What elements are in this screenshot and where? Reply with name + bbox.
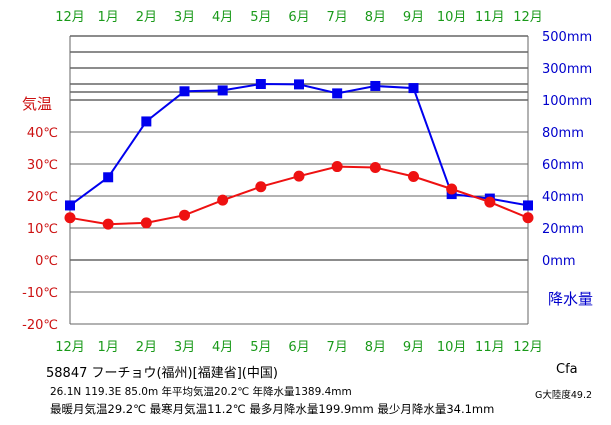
month-label-bottom: 9月 xyxy=(403,340,424,355)
temperature-tick-label: 0℃ xyxy=(35,254,58,269)
precipitation-axis-ticks: 500mm 300mm 100mm 80mm 60mm 40mm 20mm 0mm xyxy=(542,30,592,269)
precipitation-point xyxy=(179,86,190,97)
top-month-labels: 12月 1月 2月 3月 4月 5月 6月 7月 8月 9月 10月 11月 12月 xyxy=(55,10,543,25)
precipitation-tick-label: 80mm xyxy=(542,126,584,141)
month-label-bottom: 12月 xyxy=(55,340,85,355)
precipitation-point xyxy=(103,172,114,183)
month-label-top: 6月 xyxy=(288,10,309,25)
temperature-point xyxy=(140,217,152,229)
temperature-point xyxy=(446,183,458,195)
station-title: 58847 フーチョウ(福州)[福建省](中国) xyxy=(46,366,278,381)
climate-chart: 40℃ 30℃ 20℃ 10℃ 0℃ -10℃ -20℃ 500mm 300mm 100mm 80… xyxy=(22,10,593,355)
temperature-tick-label: 40℃ xyxy=(27,126,58,141)
precipitation-tick-label: 500mm xyxy=(542,30,592,45)
temperature-point xyxy=(369,162,381,174)
month-label-bottom: 10月 xyxy=(437,340,467,355)
month-label-top: 4月 xyxy=(212,10,233,25)
precipitation-tick-label: 20mm xyxy=(542,222,584,237)
precipitation-axis-label: 降水量 xyxy=(548,290,593,308)
temperature-tick-label: 20℃ xyxy=(27,190,58,205)
precipitation-point xyxy=(65,200,75,211)
month-label-top: 11月 xyxy=(475,10,505,25)
month-label-top: 2月 xyxy=(136,10,157,25)
precipitation-tick-label: 300mm xyxy=(542,62,592,77)
month-label-bottom: 4月 xyxy=(212,340,233,355)
month-label-top: 5月 xyxy=(250,10,271,25)
temperature-point xyxy=(255,181,267,193)
month-label-top: 9月 xyxy=(403,10,424,25)
month-label-bottom: 8月 xyxy=(365,340,386,355)
chart-grid xyxy=(69,35,529,325)
precipitation-point xyxy=(332,88,343,99)
temperature-point xyxy=(484,196,496,208)
month-label-top: 12月 xyxy=(55,10,85,25)
precipitation-tick-label: 100mm xyxy=(542,94,592,109)
temperature-series xyxy=(64,161,534,230)
temperature-point xyxy=(293,170,305,182)
month-label-top: 7月 xyxy=(327,10,348,25)
koppen-class: Cfa xyxy=(556,362,578,377)
precipitation-point xyxy=(523,200,533,211)
month-label-bottom: 1月 xyxy=(98,340,119,355)
temperature-axis-ticks: 40℃ 30℃ 20℃ 10℃ 0℃ -10℃ -20℃ xyxy=(22,126,58,333)
continentality-index: G大陸度49.2 xyxy=(535,390,593,401)
series-line xyxy=(69,82,529,207)
precipitation-point xyxy=(294,79,304,90)
temperature-tick-label: -10℃ xyxy=(22,286,58,301)
temperature-point xyxy=(217,194,229,206)
precipitation-point xyxy=(370,80,381,91)
month-label-top: 10月 xyxy=(437,10,467,25)
bottom-month-labels: 12月 1月 2月 3月 4月 5月 6月 7月 8月 9月 10月 11月 12月 xyxy=(55,340,543,355)
month-label-bottom: 7月 xyxy=(327,340,348,355)
precipitation-point xyxy=(408,83,419,94)
temperature-point xyxy=(179,209,190,221)
precipitation-point xyxy=(141,116,152,127)
month-label-bottom: 11月 xyxy=(475,340,505,355)
precipitation-tick-label: 40mm xyxy=(542,190,584,205)
precipitation-series xyxy=(65,79,533,211)
month-label-bottom: 2月 xyxy=(136,340,157,355)
temperature-point xyxy=(64,212,76,224)
precipitation-point xyxy=(255,79,266,90)
month-label-bottom: 12月 xyxy=(513,340,543,355)
temperature-tick-label: 30℃ xyxy=(27,158,58,173)
station-stats-line-1: 26.1N 119.3E 85.0m 年平均気温20.2℃ 年降水量1389.4… xyxy=(50,386,352,398)
month-label-top: 8月 xyxy=(365,10,386,25)
temperature-axis-label: 気温 xyxy=(22,95,52,113)
precipitation-tick-label: 60mm xyxy=(542,158,584,173)
month-label-bottom: 3月 xyxy=(174,340,195,355)
temperature-point xyxy=(102,218,114,230)
precipitation-tick-label: 0mm xyxy=(542,254,576,269)
month-label-bottom: 5月 xyxy=(250,340,271,355)
precipitation-point xyxy=(217,85,228,96)
temperature-point xyxy=(331,161,343,173)
month-label-bottom: 6月 xyxy=(288,340,309,355)
temperature-point xyxy=(408,170,419,182)
temperature-point xyxy=(522,212,534,224)
temperature-tick-label: 10℃ xyxy=(27,222,58,237)
temperature-tick-label: -20℃ xyxy=(22,318,58,333)
month-label-top: 3月 xyxy=(174,10,195,25)
station-stats-line-2: 最暖月気温29.2℃ 最寒月気温11.2℃ 最多月降水量199.9mm 最少月降… xyxy=(50,402,495,416)
month-label-top: 1月 xyxy=(98,10,119,25)
month-label-top: 12月 xyxy=(513,10,543,25)
